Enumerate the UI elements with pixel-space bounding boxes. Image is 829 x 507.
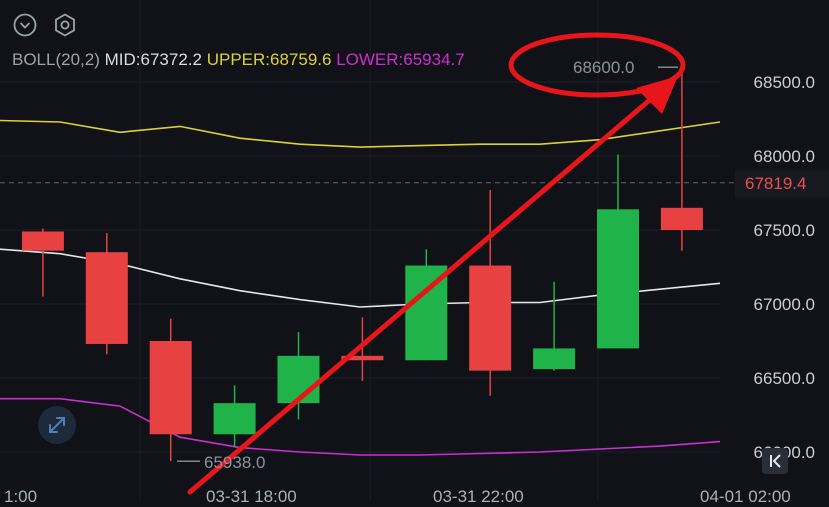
high-price-label: 68600.0 bbox=[573, 58, 635, 77]
x-tick-label: 03-31 18:00 bbox=[206, 487, 297, 506]
candle-body bbox=[85, 252, 128, 344]
y-tick-label: 67000.0 bbox=[753, 295, 815, 314]
candle-body bbox=[21, 231, 64, 251]
legend-indicator: BOLL(20,2) bbox=[12, 50, 100, 69]
candle bbox=[213, 385, 256, 448]
highlight-ellipse bbox=[508, 32, 686, 98]
candle bbox=[85, 232, 128, 355]
legend-upper: UPPER:68759.6 bbox=[206, 50, 332, 69]
candle bbox=[533, 281, 576, 371]
bollinger-legend: BOLL(20,2) MID:67372.2 UPPER:68759.6 LOW… bbox=[12, 50, 465, 70]
lower-band-line bbox=[0, 397, 721, 456]
candle bbox=[277, 332, 320, 420]
low-price-label: 65938.0 bbox=[204, 453, 266, 472]
candle-body bbox=[533, 348, 576, 370]
y-tick-label: 67500.0 bbox=[753, 221, 815, 240]
candle-body bbox=[597, 209, 639, 349]
candle bbox=[597, 154, 639, 349]
legend-mid: MID:67372.2 bbox=[104, 50, 202, 69]
candle bbox=[341, 317, 384, 381]
candle-body bbox=[213, 403, 256, 435]
x-tick-label: 1:00 bbox=[4, 487, 38, 506]
expand-arrows-icon bbox=[49, 417, 65, 433]
double-chevron-left-icon bbox=[770, 454, 781, 468]
chart-toolbar bbox=[12, 12, 78, 38]
candle bbox=[149, 318, 192, 462]
collapse-panel-button[interactable] bbox=[762, 448, 788, 474]
y-tick-label: 66500.0 bbox=[753, 369, 815, 388]
candle-body bbox=[341, 355, 384, 361]
candle-body bbox=[149, 341, 192, 435]
x-tick-label: 04-01 02:00 bbox=[700, 487, 791, 506]
current-price-tag: 67819.4 bbox=[735, 170, 829, 198]
candle-body bbox=[469, 265, 512, 371]
x-tick-label: 03-31 22:00 bbox=[433, 487, 524, 506]
candle-body bbox=[277, 355, 320, 404]
y-tick-label: 68500.0 bbox=[753, 73, 815, 92]
expand-button[interactable] bbox=[38, 406, 76, 444]
trend-arrow-head bbox=[636, 76, 678, 114]
settings-hexagon-icon[interactable] bbox=[52, 12, 78, 38]
candle-body bbox=[660, 207, 703, 230]
candle bbox=[21, 228, 64, 297]
chevron-down-icon[interactable] bbox=[12, 12, 38, 38]
legend-lower: LOWER:65934.7 bbox=[336, 50, 465, 69]
candle bbox=[469, 190, 512, 396]
y-tick-label: 68000.0 bbox=[753, 147, 815, 166]
trend-arrow-shaft bbox=[187, 95, 655, 495]
candle bbox=[660, 67, 703, 251]
